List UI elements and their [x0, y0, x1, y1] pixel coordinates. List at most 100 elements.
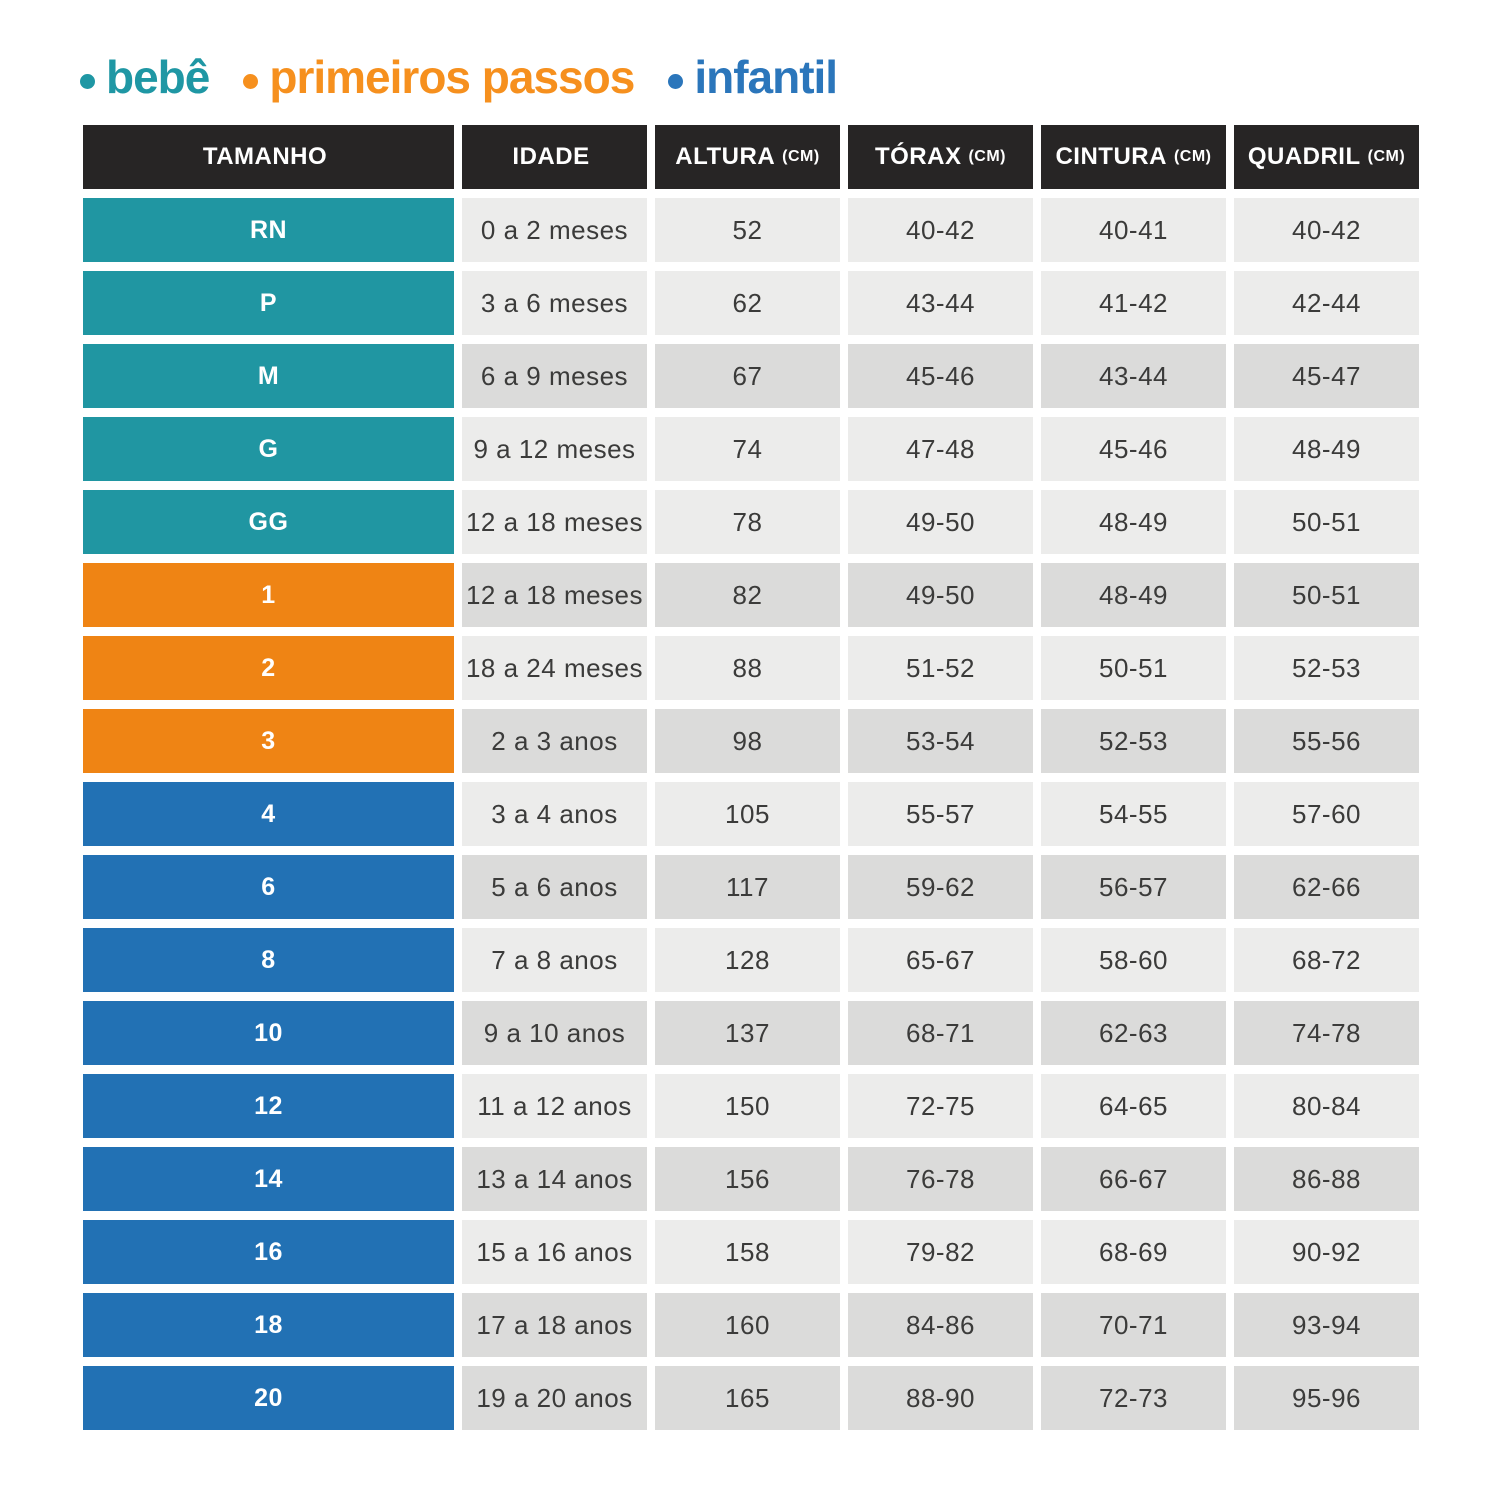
bullet-dot-icon	[80, 74, 95, 90]
column-header-altura: ALTURA (CM)	[655, 125, 840, 189]
altura-cell: 78	[655, 490, 840, 554]
size-label-14: 14	[83, 1147, 454, 1211]
altura-cell: 82	[655, 563, 840, 627]
column-header-torax: TÓRAX (CM)	[848, 125, 1033, 189]
cintura-cell: 56-57	[1041, 855, 1226, 919]
bullet-dot-icon	[668, 74, 684, 90]
column-header-tamanho: TAMANHO	[83, 125, 454, 189]
altura-cell: 52	[655, 198, 840, 262]
cintura-cell: 54-55	[1041, 782, 1226, 846]
torax-cell: 76-78	[848, 1147, 1033, 1211]
size-label-8: 8	[83, 928, 454, 992]
column-header-unit: (CM)	[782, 148, 820, 165]
quadril-cell: 93-94	[1234, 1293, 1419, 1357]
quadril-cell: 68-72	[1234, 928, 1419, 992]
idade-cell: 5 a 6 anos	[462, 855, 647, 919]
size-label-1: 1	[83, 563, 454, 627]
legend-label-bebe: bebê	[106, 51, 210, 103]
quadril-cell: 62-66	[1234, 855, 1419, 919]
quadril-cell: 40-42	[1234, 198, 1419, 262]
altura-cell: 165	[655, 1366, 840, 1430]
column-header-label: IDADE	[512, 143, 590, 170]
column-header-unit: (CM)	[1367, 148, 1406, 165]
size-label-4: 4	[83, 782, 454, 846]
altura-cell: 160	[655, 1293, 840, 1357]
quadril-cell: 95-96	[1234, 1366, 1419, 1430]
legend-item-infantil: infantil	[668, 52, 838, 103]
idade-cell: 12 a 18 meses	[462, 563, 647, 627]
quadril-cell: 48-49	[1234, 417, 1419, 481]
column-header-label: QUADRIL	[1247, 143, 1361, 170]
cintura-cell: 70-71	[1041, 1293, 1226, 1357]
size-label-3: 3	[83, 709, 454, 773]
torax-cell: 47-48	[848, 417, 1033, 481]
size-label-12: 12	[83, 1074, 454, 1138]
quadril-cell: 57-60	[1234, 782, 1419, 846]
idade-cell: 7 a 8 anos	[462, 928, 647, 992]
size-label-16: 16	[83, 1220, 454, 1284]
torax-cell: 49-50	[848, 490, 1033, 554]
altura-cell: 117	[655, 855, 840, 919]
cintura-cell: 58-60	[1041, 928, 1226, 992]
cintura-cell: 50-51	[1041, 636, 1226, 700]
size-label-6: 6	[83, 855, 454, 919]
size-label-20: 20	[83, 1366, 454, 1430]
torax-cell: 88-90	[848, 1366, 1033, 1430]
idade-cell: 12 a 18 meses	[462, 490, 647, 554]
size-label-RN: RN	[83, 198, 454, 262]
idade-cell: 0 a 2 meses	[462, 198, 647, 262]
category-legend: bebê primeiros passos infantil	[80, 51, 838, 103]
column-header-idade: IDADE	[462, 125, 647, 189]
column-header-label: ALTURA	[675, 143, 776, 170]
torax-cell: 68-71	[848, 1001, 1033, 1065]
idade-cell: 9 a 12 meses	[462, 417, 647, 481]
cintura-cell: 43-44	[1041, 344, 1226, 408]
quadril-cell: 50-51	[1234, 490, 1419, 554]
cintura-cell: 66-67	[1041, 1147, 1226, 1211]
torax-cell: 51-52	[848, 636, 1033, 700]
altura-cell: 128	[655, 928, 840, 992]
torax-cell: 84-86	[848, 1293, 1033, 1357]
torax-cell: 49-50	[848, 563, 1033, 627]
altura-cell: 105	[655, 782, 840, 846]
quadril-cell: 52-53	[1234, 636, 1419, 700]
cintura-cell: 68-69	[1041, 1220, 1226, 1284]
size-label-GG: GG	[83, 490, 454, 554]
quadril-cell: 50-51	[1234, 563, 1419, 627]
idade-cell: 3 a 4 anos	[462, 782, 647, 846]
column-header-unit: (CM)	[1173, 148, 1212, 165]
cintura-cell: 45-46	[1041, 417, 1226, 481]
size-table: TAMANHO IDADE ALTURA (CM) TÓRAX (CM) CINTU…	[83, 125, 1419, 1430]
cintura-cell: 48-49	[1041, 563, 1226, 627]
altura-cell: 150	[655, 1074, 840, 1138]
altura-cell: 62	[655, 271, 840, 335]
idade-cell: 2 a 3 anos	[462, 709, 647, 773]
altura-cell: 74	[655, 417, 840, 481]
column-header-label: TÓRAX	[874, 143, 962, 170]
cintura-cell: 52-53	[1041, 709, 1226, 773]
torax-cell: 40-42	[848, 198, 1033, 262]
idade-cell: 3 a 6 meses	[462, 271, 647, 335]
column-header-label: CINTURA	[1055, 143, 1167, 170]
torax-cell: 72-75	[848, 1074, 1033, 1138]
torax-cell: 53-54	[848, 709, 1033, 773]
torax-cell: 65-67	[848, 928, 1033, 992]
idade-cell: 11 a 12 anos	[462, 1074, 647, 1138]
torax-cell: 43-44	[848, 271, 1033, 335]
column-header-label: TAMANHO	[202, 143, 328, 170]
quadril-cell: 45-47	[1234, 344, 1419, 408]
idade-cell: 6 a 9 meses	[462, 344, 647, 408]
legend-label-primeiros-passos: primeiros passos	[269, 51, 635, 103]
legend-item-bebe: bebê	[80, 51, 210, 103]
torax-cell: 79-82	[848, 1220, 1033, 1284]
quadril-cell: 42-44	[1234, 271, 1419, 335]
size-label-18: 18	[83, 1293, 454, 1357]
column-header-cintura: CINTURA (CM)	[1041, 125, 1226, 189]
column-header-quadril: QUADRIL (CM)	[1234, 125, 1419, 189]
cintura-cell: 48-49	[1041, 490, 1226, 554]
torax-cell: 59-62	[848, 855, 1033, 919]
idade-cell: 13 a 14 anos	[462, 1147, 647, 1211]
torax-cell: 55-57	[848, 782, 1033, 846]
altura-cell: 137	[655, 1001, 840, 1065]
